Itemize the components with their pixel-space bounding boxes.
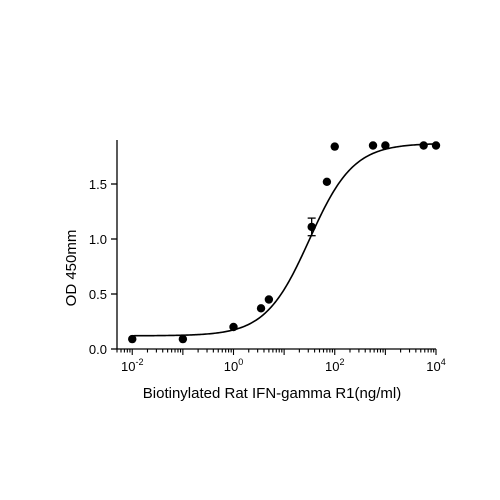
y-tick-label: 1.0 — [89, 232, 107, 247]
data-point — [128, 334, 137, 344]
y-axis-label: OD 450mm — [63, 230, 80, 307]
fit-curve — [132, 143, 437, 337]
x-tick-group: 10-2 100 102 104 — [116, 349, 446, 374]
data-point — [322, 177, 332, 186]
y-axis: 0.0 0.5 1.0 1.5 — [89, 140, 118, 357]
data-point — [307, 222, 316, 232]
data-point-group — [128, 141, 441, 344]
data-point — [178, 334, 188, 344]
y-tick-label: 0.0 — [89, 342, 107, 357]
data-point — [229, 322, 238, 332]
y-tick-group: 0.0 0.5 1.0 1.5 — [89, 177, 117, 357]
x-tick-label: 10-2 — [121, 357, 143, 374]
x-tick-label: 102 — [325, 357, 344, 374]
y-tick-label: 0.5 — [89, 287, 107, 302]
data-point — [381, 141, 390, 150]
y-tick-label: 1.5 — [89, 177, 107, 192]
data-point — [256, 304, 266, 313]
x-tick-label: 100 — [224, 357, 243, 374]
x-axis-label: Biotinylated Rat IFN-gamma R1(ng/ml) — [143, 385, 401, 402]
data-point — [330, 142, 339, 151]
data-point — [264, 295, 274, 304]
data-point — [419, 141, 428, 150]
x-tick-label: 104 — [426, 357, 445, 374]
data-point — [368, 141, 378, 150]
data-point — [431, 141, 441, 150]
x-axis: 10-2 100 102 104 — [116, 348, 446, 374]
